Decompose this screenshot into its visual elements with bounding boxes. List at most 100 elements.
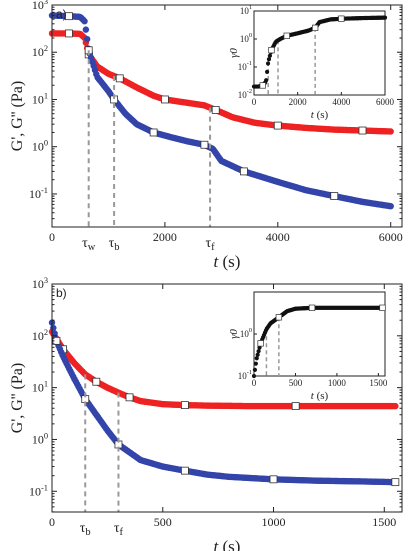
square-marker bbox=[115, 74, 124, 83]
panel-a: τw τb τf 0 2000 4000 6000 10-1 100 101 102 103 a) t (… bbox=[9, 0, 403, 271]
inset-square bbox=[259, 82, 266, 89]
inset-point bbox=[256, 349, 261, 354]
inset-square bbox=[338, 15, 345, 22]
inset-y-tick-label: 10-2 bbox=[238, 88, 252, 100]
y-tick-label: 101 bbox=[32, 380, 48, 395]
series-g-double-prime bbox=[48, 12, 394, 210]
square-marker bbox=[391, 478, 400, 487]
y-axis-title: G', G'' (Pa) bbox=[9, 81, 26, 151]
inset: 0 2000 4000 6000 10-2 10-1 100 101 t (s) γ0 bbox=[228, 4, 395, 121]
y-tick-label: 103 bbox=[32, 276, 48, 291]
square-marker bbox=[330, 192, 339, 200]
data-point bbox=[82, 26, 90, 33]
inset-x-tick-label: 1000 bbox=[328, 378, 347, 388]
inset-square bbox=[283, 32, 290, 39]
inset-square bbox=[379, 304, 386, 311]
inset-square bbox=[311, 24, 319, 32]
inset-x-tick-label: 1500 bbox=[369, 378, 388, 388]
square-marker bbox=[240, 167, 248, 176]
inset-x-tick-label: 500 bbox=[289, 378, 303, 388]
inset-y-tick-label: 10-1 bbox=[238, 369, 252, 381]
data-point bbox=[392, 402, 399, 410]
inset-point bbox=[265, 61, 271, 66]
panel-tag: a) bbox=[56, 7, 67, 21]
data-point bbox=[387, 128, 394, 135]
inset-point bbox=[253, 361, 258, 366]
square-marker bbox=[161, 95, 169, 104]
y-tick-label: 102 bbox=[32, 328, 48, 343]
inset-point bbox=[254, 356, 259, 361]
square-marker bbox=[200, 140, 209, 149]
inset-square bbox=[268, 46, 275, 54]
marker-label: τf bbox=[114, 521, 124, 538]
axes-frame bbox=[51, 4, 403, 228]
data-point bbox=[387, 202, 394, 210]
inset-point bbox=[267, 53, 273, 58]
inset-square bbox=[275, 314, 283, 321]
y-tick-label: 102 bbox=[32, 44, 48, 59]
y-tick-label: 101 bbox=[32, 91, 48, 106]
series-g-prime bbox=[48, 328, 399, 411]
inset-point bbox=[266, 57, 272, 62]
x-axis-title: t (s) bbox=[214, 252, 241, 271]
inset-y-tick-label: 100 bbox=[240, 32, 252, 44]
inset-point bbox=[382, 15, 388, 20]
inset-point bbox=[255, 352, 260, 357]
data-point bbox=[51, 330, 58, 337]
inset-x-title: t (s) bbox=[311, 390, 329, 402]
marker-label: τf bbox=[205, 236, 215, 253]
marker-label: τw bbox=[82, 236, 96, 253]
data-point bbox=[83, 35, 91, 43]
square-marker bbox=[181, 466, 189, 475]
square-marker bbox=[149, 128, 158, 137]
x-axis-title: t (s) bbox=[214, 537, 241, 551]
inset-x-title: t (s) bbox=[311, 109, 329, 121]
square-marker bbox=[291, 402, 300, 411]
square-marker bbox=[273, 121, 282, 130]
inset-point bbox=[257, 345, 262, 350]
data-point bbox=[81, 18, 88, 25]
x-tick-label: 0 bbox=[49, 230, 55, 244]
y-tick-label: 100 bbox=[32, 431, 48, 446]
square-marker bbox=[181, 401, 189, 410]
square-marker bbox=[269, 475, 278, 484]
y-tick-label: 100 bbox=[32, 139, 48, 154]
inset-y-tick-label: 100 bbox=[240, 327, 252, 339]
x-tick-label: 0 bbox=[49, 515, 55, 529]
inset-x-tick-label: 6000 bbox=[376, 97, 395, 107]
inset-x-tick-label: 0 bbox=[252, 378, 257, 388]
data-point bbox=[50, 324, 57, 332]
inset-point bbox=[265, 69, 270, 74]
inset-y-tick-label: 10-1 bbox=[238, 60, 252, 72]
x-tick-label: 500 bbox=[154, 515, 172, 529]
marker-label: τb bbox=[80, 521, 91, 538]
panel-tag: b) bbox=[56, 286, 67, 300]
inset-x-tick-label: 2000 bbox=[289, 97, 308, 107]
square-marker bbox=[125, 393, 134, 402]
square-marker bbox=[211, 106, 220, 114]
x-tick-label: 4000 bbox=[266, 230, 290, 244]
square-marker bbox=[358, 126, 367, 135]
inset-x-tick-label: 4000 bbox=[332, 97, 351, 107]
inset-square bbox=[257, 340, 264, 347]
inset-x-tick-label: 0 bbox=[252, 97, 257, 107]
inset-point bbox=[252, 367, 258, 372]
square-marker bbox=[92, 377, 101, 386]
square-marker bbox=[65, 12, 73, 21]
y-tick-label: 10-1 bbox=[29, 186, 48, 201]
inset-y-title: γ0 bbox=[228, 48, 240, 58]
inset-frame bbox=[253, 291, 386, 377]
series-g-prime bbox=[48, 29, 394, 135]
marker-label: τb bbox=[109, 236, 120, 253]
y-axis-title: G', G'' (Pa) bbox=[9, 363, 26, 433]
axes-frame bbox=[51, 283, 403, 513]
inset-square bbox=[308, 304, 316, 311]
x-tick-label: 1000 bbox=[262, 515, 286, 529]
inset-y-title: γ0 bbox=[228, 329, 240, 339]
y-tick-label: 10-1 bbox=[29, 483, 48, 498]
x-tick-label: 2000 bbox=[153, 230, 177, 244]
x-tick-label: 6000 bbox=[379, 230, 403, 244]
series-g-double-prime bbox=[48, 319, 400, 487]
